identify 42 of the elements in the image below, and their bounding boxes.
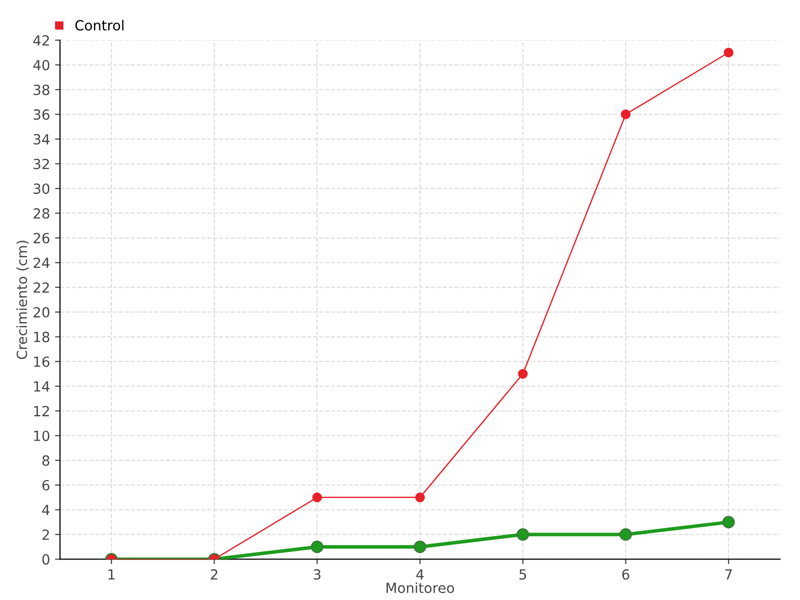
point xyxy=(619,528,632,541)
y-tick-label: 14 xyxy=(34,381,50,392)
y-tick-label: 8 xyxy=(42,455,50,466)
x-tick-label: 3 xyxy=(314,569,320,580)
x-tick-label: 7 xyxy=(725,569,732,580)
y-tick-label: 36 xyxy=(34,109,50,120)
y-tick-label: 32 xyxy=(34,158,49,170)
point xyxy=(722,516,735,528)
legend-label: Control xyxy=(75,20,124,31)
point xyxy=(518,368,528,379)
y-axis-title: Crecimiento (cm) xyxy=(16,240,29,360)
y-tick-label: 30 xyxy=(34,183,50,194)
y-tick-label: 10 xyxy=(34,430,50,442)
y-tick-label: 0 xyxy=(42,554,50,565)
x-tick-label: 6 xyxy=(622,569,630,580)
y-tick-label: 28 xyxy=(34,208,50,219)
point xyxy=(312,492,322,502)
point xyxy=(310,540,324,554)
x-tick-label: 5 xyxy=(520,569,526,580)
y-tick-label: 12 xyxy=(34,406,49,416)
y-tick-label: 6 xyxy=(42,480,50,491)
y-tick-label: 42 xyxy=(33,35,49,46)
x-tick-label: 2 xyxy=(210,569,218,580)
y-tick-label: 2 xyxy=(42,529,49,540)
y-tick-label: 20 xyxy=(34,307,50,318)
y-tick-label: 24 xyxy=(34,258,50,268)
x-tick-label: 1 xyxy=(108,569,115,580)
y-tick-label: 34 xyxy=(34,134,50,145)
point xyxy=(724,48,734,58)
point xyxy=(620,109,631,120)
y-tick-label: 40 xyxy=(33,60,50,70)
y-tick-label: 4 xyxy=(42,504,50,516)
y-tick-label: 38 xyxy=(34,84,50,96)
y-tick-label: 18 xyxy=(34,332,50,342)
point xyxy=(516,528,530,541)
y-tick-label: 16 xyxy=(34,356,50,367)
y-tick-label: 22 xyxy=(34,282,49,293)
x-axis-title: Monitoreo xyxy=(386,582,454,594)
point xyxy=(414,540,426,554)
x-tick-label: 4 xyxy=(416,569,424,580)
point xyxy=(415,492,425,502)
y-tick-label: 26 xyxy=(34,232,50,244)
